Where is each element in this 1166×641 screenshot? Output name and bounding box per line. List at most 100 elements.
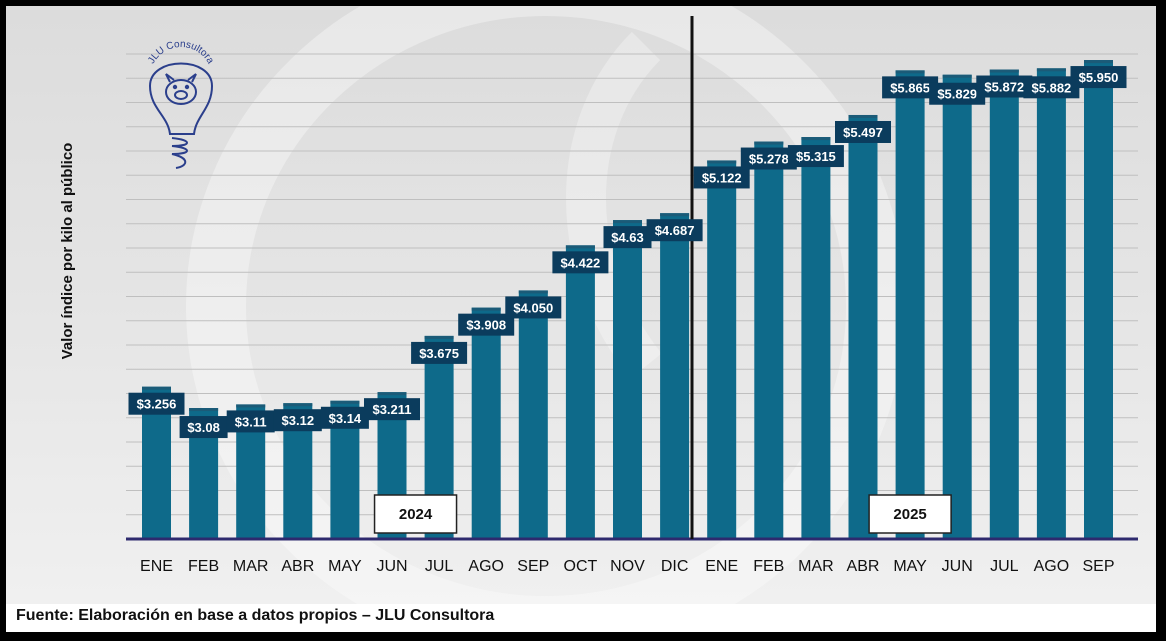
data-label-box (552, 251, 609, 274)
data-label-box (929, 82, 986, 105)
bar-cap (754, 141, 784, 145)
data-label: $5.865 (890, 80, 930, 95)
data-label: $3.11 (235, 414, 267, 429)
data-label-box (646, 219, 703, 242)
data-label: $4.687 (655, 223, 695, 238)
data-label-box (976, 75, 1033, 98)
brand-logo: JLU Consultora (146, 39, 216, 169)
data-label: $3.256 (137, 397, 177, 412)
x-tick-label: SEP (517, 558, 549, 575)
x-tick-label: ENE (705, 558, 738, 575)
x-tick-label: AGO (468, 558, 504, 575)
data-label-box (1023, 76, 1080, 99)
bar-cap (236, 404, 266, 408)
x-tick-label: ENE (140, 558, 173, 575)
data-label: $3.14 (329, 411, 362, 426)
data-label: $4.63 (611, 230, 644, 245)
data-label: $5.122 (702, 170, 742, 185)
y-axis-label: Valor índice por kilo al público (59, 143, 76, 360)
year-groups: 2024 2025 (373, 494, 952, 534)
year-group-box (868, 494, 952, 534)
x-tick-label: FEB (188, 558, 219, 575)
x-tick-label: MAR (233, 558, 269, 575)
x-tick-label: JUN (942, 558, 973, 575)
bar (942, 74, 972, 539)
year-group-label: 2024 (399, 506, 433, 523)
data-label: $4.050 (513, 300, 553, 315)
data-label-box (693, 166, 750, 189)
bar-cap (471, 307, 501, 311)
chart-frame: $3.256 $3.08 $3.11 $3.12 $3.14 $3.211 $3.675 $3… (6, 6, 1156, 632)
data-label: $3.12 (282, 413, 315, 428)
x-tick-label: FEB (753, 558, 784, 575)
data-label-box (1070, 66, 1127, 89)
data-label: $5.278 (749, 152, 789, 167)
x-tick-label: MAR (798, 558, 834, 575)
bar (895, 70, 925, 540)
bar (565, 245, 595, 539)
x-tick-label: JUL (990, 558, 1019, 575)
bar-cap (1036, 68, 1066, 72)
data-labels: $3.256 $3.08 $3.11 $3.12 $3.14 $3.211 $3.675 $3… (128, 66, 1127, 439)
x-tick-label: MAY (893, 558, 927, 575)
bar-cap (142, 386, 171, 390)
data-label-box (179, 416, 228, 439)
bar-cap (801, 137, 831, 141)
data-label: $5.950 (1079, 70, 1119, 85)
data-label: $3.908 (466, 318, 506, 333)
bar (471, 307, 501, 539)
year-group-label: 2025 (893, 506, 926, 523)
data-label-box (320, 406, 369, 429)
bar-cap (189, 408, 219, 412)
data-label-box (273, 409, 322, 432)
data-label: $5.872 (984, 80, 1024, 95)
x-tick-label: AGO (1034, 558, 1070, 575)
year-group-box (373, 494, 458, 534)
data-label-box (882, 76, 939, 99)
bar-cap (989, 69, 1019, 73)
bar (848, 114, 878, 540)
data-label-box (128, 392, 185, 415)
bar (613, 220, 642, 540)
bar-cap (565, 245, 595, 249)
bar-cap (613, 220, 642, 224)
data-label: $5.315 (796, 149, 836, 164)
bar-cap (377, 392, 407, 396)
x-tick-label: SEP (1082, 558, 1114, 575)
source-note: Fuente: Elaboración en base a datos prop… (16, 607, 495, 624)
bar-cap (518, 290, 548, 294)
data-label: $3.211 (372, 402, 411, 417)
x-tick-label: MAY (328, 558, 362, 575)
x-tick-label: JUN (376, 558, 407, 575)
bar-cap (942, 74, 972, 78)
data-label: $5.829 (937, 87, 977, 102)
data-label-box (505, 296, 562, 319)
data-label: $4.422 (561, 255, 601, 270)
x-tick-label: OCT (564, 558, 598, 575)
bar (660, 213, 690, 540)
data-label: $3.08 (187, 420, 220, 435)
bar (989, 69, 1019, 539)
bar-cap (707, 160, 737, 164)
bar (1084, 60, 1113, 539)
bar (707, 160, 737, 539)
bar (1036, 68, 1066, 539)
bar-cap (848, 114, 878, 118)
logo-text: JLU Consultora (146, 39, 216, 66)
x-tick-label: ABR (847, 558, 880, 575)
data-label-box (458, 313, 515, 336)
x-tick-label: ABR (281, 558, 314, 575)
bar-cap (424, 335, 454, 339)
bar (801, 137, 831, 539)
data-label-box (603, 226, 652, 249)
data-label-box (835, 120, 891, 143)
data-label-box (364, 398, 420, 421)
bar-cap (330, 400, 360, 404)
bar (518, 290, 548, 539)
bar-cap (283, 403, 313, 407)
bar-cap (1084, 60, 1113, 64)
data-label-box (226, 410, 275, 433)
bar-cap (660, 213, 690, 217)
bar-chart: $3.256 $3.08 $3.11 $3.12 $3.14 $3.211 $3.675 $3… (59, 16, 1138, 575)
x-tick-label: NOV (610, 558, 645, 575)
